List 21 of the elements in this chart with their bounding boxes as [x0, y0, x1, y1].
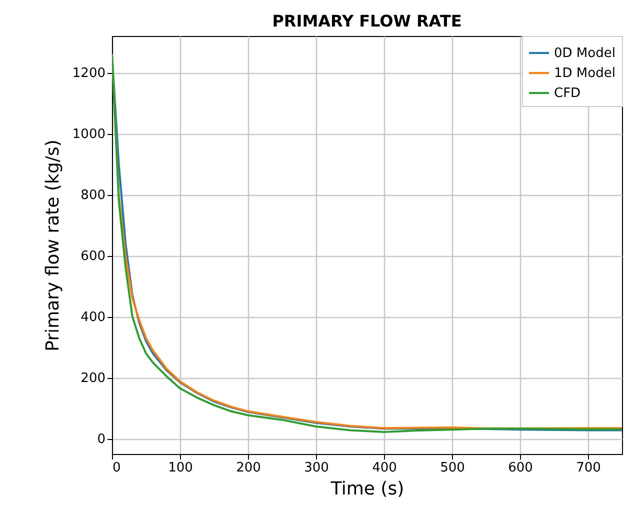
- y-tick-label: 1200: [72, 66, 106, 82]
- x-axis-title: Time (s): [330, 478, 404, 500]
- y-tick-label: 400: [80, 310, 106, 326]
- y-tick-label: 200: [80, 371, 106, 386]
- x-tick-label: 500: [440, 460, 465, 476]
- y-tick-label: 600: [80, 249, 106, 264]
- x-tick-label: 400: [372, 460, 397, 476]
- y-axis-title: Primary flow rate (kg/s): [42, 140, 64, 352]
- legend-label: CFD: [554, 86, 581, 101]
- x-tick-label: 700: [576, 460, 601, 476]
- y-tick-label: 800: [80, 188, 106, 204]
- x-tick-label: 600: [508, 460, 533, 476]
- x-tick-label: 0: [112, 460, 121, 476]
- chart-title: PRIMARY FLOW RATE: [272, 12, 462, 30]
- x-tick-label: 300: [304, 460, 329, 476]
- y-tick-label: 0: [97, 432, 106, 448]
- x-tick-label: 200: [236, 460, 261, 476]
- y-tick-label: 1000: [72, 127, 106, 142]
- x-tick-label: 100: [168, 460, 193, 476]
- legend-label: 0D Model: [554, 46, 616, 61]
- legend-label: 1D Model: [554, 66, 616, 81]
